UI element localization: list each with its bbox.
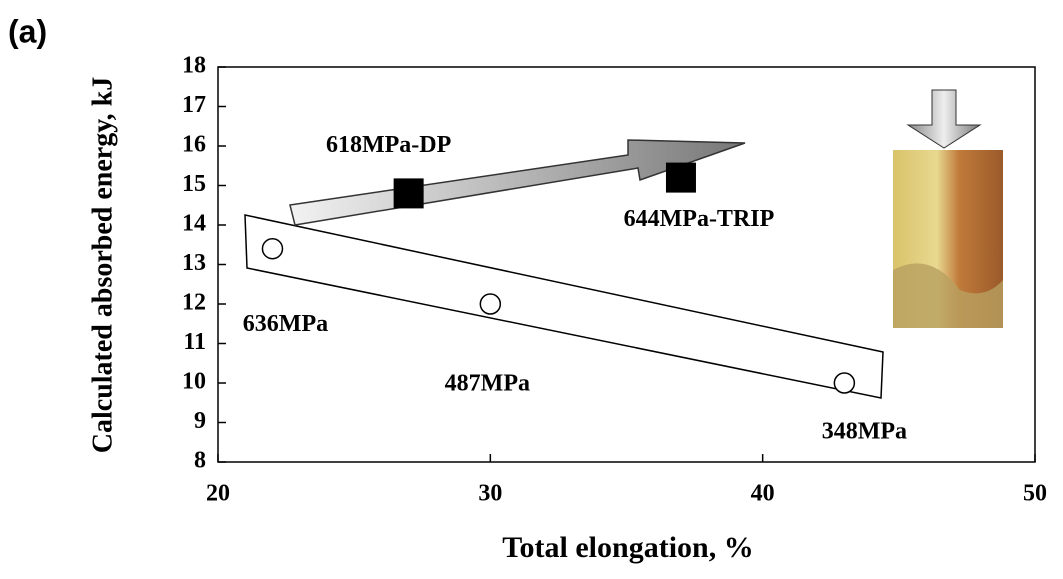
point bbox=[833, 372, 856, 394]
x-tick-label: 20 bbox=[206, 481, 230, 507]
x-tick-label: 40 bbox=[751, 481, 775, 507]
y-axis-label: Calculated absorbed energy, kJ bbox=[87, 77, 118, 453]
load-arrow bbox=[906, 89, 982, 149]
point-label: 487MPa bbox=[445, 371, 530, 397]
x-tick-label: 50 bbox=[1023, 481, 1047, 507]
point-label: 348MPa bbox=[822, 419, 907, 445]
trend-band bbox=[244, 214, 884, 399]
y-tick-label: 11 bbox=[183, 329, 206, 355]
point-label: 636MPa bbox=[243, 311, 328, 337]
specimen-photo-detail bbox=[893, 263, 1003, 328]
y-tick-label: 9 bbox=[194, 408, 206, 434]
chart-title: (a) bbox=[8, 13, 47, 49]
y-tick-label: 13 bbox=[182, 250, 206, 276]
point-label: 618MPa-DP bbox=[326, 132, 451, 158]
y-tick-label: 10 bbox=[182, 369, 206, 395]
point bbox=[665, 162, 696, 193]
y-tick-label: 14 bbox=[182, 211, 206, 237]
point-label: 644MPa-TRIP bbox=[624, 206, 775, 232]
y-tick-label: 15 bbox=[182, 171, 206, 197]
x-axis-label: Total elongation, % bbox=[502, 531, 753, 564]
y-tick-label: 18 bbox=[182, 53, 206, 79]
y-tick-label: 17 bbox=[182, 92, 206, 118]
y-tick-label: 8 bbox=[194, 448, 206, 474]
y-tick-label: 12 bbox=[182, 290, 206, 316]
point bbox=[393, 178, 424, 209]
y-tick-label: 16 bbox=[182, 132, 206, 158]
point bbox=[479, 293, 502, 315]
point bbox=[261, 237, 284, 260]
x-tick-label: 30 bbox=[478, 481, 502, 507]
